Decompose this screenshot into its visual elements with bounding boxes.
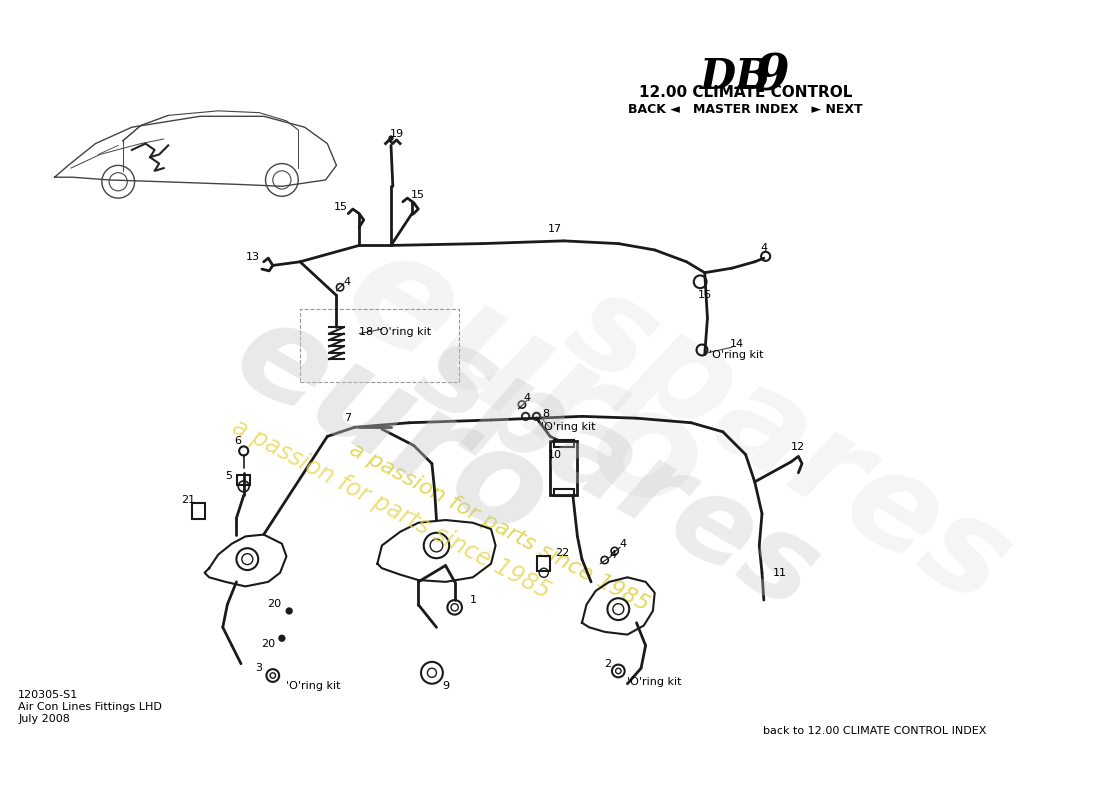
Text: 10: 10 (548, 450, 562, 459)
Text: 9: 9 (755, 53, 790, 102)
Bar (553, 489, 574, 496)
Bar (550, 441, 578, 495)
Text: BACK ◄   MASTER INDEX   ► NEXT: BACK ◄ MASTER INDEX ► NEXT (628, 102, 862, 115)
Text: 16: 16 (697, 290, 712, 301)
Text: spares: spares (398, 312, 839, 634)
Bar (238, 474, 250, 486)
Text: euro: euro (318, 214, 730, 549)
Text: 4: 4 (760, 243, 768, 253)
Text: 5: 5 (226, 471, 232, 482)
Bar (300, 309, 459, 382)
Text: a passion for parts since 1985: a passion for parts since 1985 (345, 439, 652, 615)
Text: 7: 7 (344, 413, 351, 423)
Text: 11: 11 (773, 568, 788, 578)
Text: 15: 15 (334, 202, 348, 212)
Text: 'O'ring kit: 'O'ring kit (541, 422, 595, 432)
Text: 21: 21 (182, 495, 196, 505)
Text: 12.00 CLIMATE CONTROL: 12.00 CLIMATE CONTROL (639, 85, 852, 100)
Circle shape (286, 607, 293, 614)
Text: euro: euro (212, 287, 570, 567)
Text: 'O'ring kit: 'O'ring kit (286, 682, 341, 691)
Text: 20: 20 (261, 638, 275, 649)
Text: 2: 2 (604, 658, 611, 669)
Text: 22: 22 (554, 548, 569, 558)
Text: DB: DB (701, 56, 771, 98)
Text: 20: 20 (267, 598, 282, 609)
Text: 13: 13 (245, 252, 260, 262)
Bar (538, 557, 550, 571)
Text: 14: 14 (729, 338, 744, 349)
Text: July 2008: July 2008 (19, 714, 70, 724)
Text: 8: 8 (542, 409, 549, 418)
Text: 9: 9 (442, 682, 449, 691)
Text: 'O'ring kit: 'O'ring kit (710, 350, 763, 359)
Text: 6: 6 (234, 436, 242, 446)
Text: 120305-S1: 120305-S1 (19, 690, 78, 700)
Text: 12: 12 (791, 442, 805, 452)
Circle shape (388, 135, 394, 141)
Text: back to 12.00 CLIMATE CONTROL INDEX: back to 12.00 CLIMATE CONTROL INDEX (763, 726, 987, 737)
Bar (191, 502, 205, 519)
Circle shape (278, 634, 286, 642)
Text: 19: 19 (390, 129, 405, 138)
Text: 4: 4 (619, 538, 626, 549)
Text: 3: 3 (255, 663, 263, 674)
Text: 4: 4 (344, 277, 351, 286)
Text: 15: 15 (411, 190, 426, 201)
Text: 18 'O'ring kit: 18 'O'ring kit (360, 327, 431, 337)
Bar (553, 440, 574, 447)
Text: spares: spares (546, 260, 1033, 630)
Text: 1: 1 (470, 595, 476, 605)
Text: Air Con Lines Fittings LHD: Air Con Lines Fittings LHD (19, 702, 162, 712)
Text: 4: 4 (524, 393, 531, 403)
Text: 4: 4 (609, 550, 616, 559)
Text: 17: 17 (548, 224, 562, 234)
Text: 'O'ring kit: 'O'ring kit (627, 677, 682, 687)
Text: a passion for parts since 1985: a passion for parts since 1985 (228, 414, 554, 603)
